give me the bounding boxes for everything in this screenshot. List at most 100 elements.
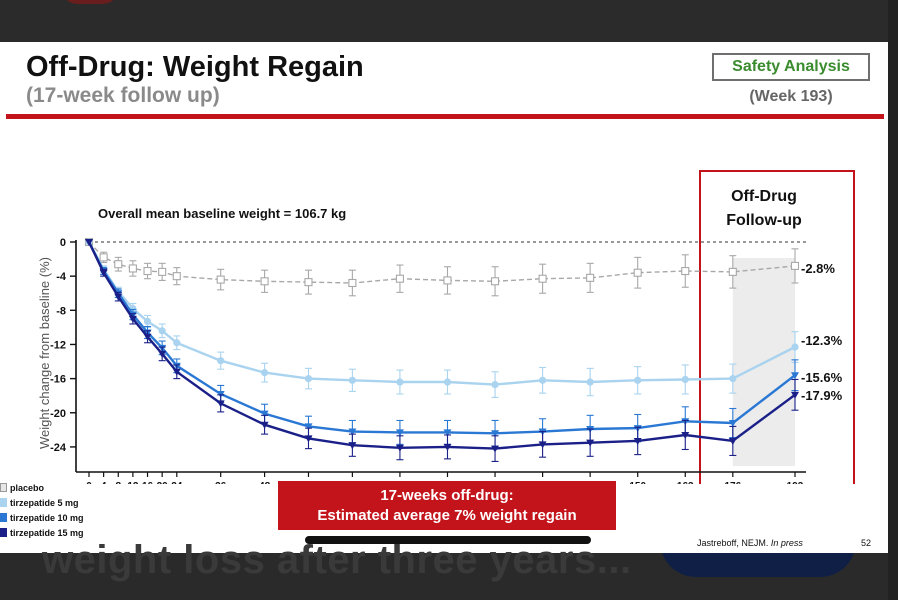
data-point: [158, 327, 166, 335]
data-point: [260, 410, 269, 418]
data-point: [128, 264, 137, 273]
y-tick-label: -24: [50, 442, 67, 454]
data-point: [586, 273, 595, 282]
video-progress-bar[interactable]: [305, 536, 591, 544]
data-point: [99, 269, 108, 277]
legend-swatch: [0, 513, 7, 522]
chart-title: Overall mean baseline weight = 106.7 kg: [98, 206, 346, 221]
data-point: [172, 368, 181, 376]
x-tick-label: 0: [86, 481, 92, 484]
legend-label: tirzepatide 15 mg: [10, 527, 84, 538]
legend-label: placebo: [10, 482, 45, 493]
x-tick-label: 4: [101, 481, 107, 484]
data-point: [443, 276, 452, 285]
off-drug-frame: [699, 170, 855, 484]
y-tick-label: -16: [50, 374, 66, 386]
legend-swatch: [0, 483, 7, 492]
data-point: [791, 391, 799, 399]
data-point: [681, 266, 690, 276]
x-tick-label: 163: [677, 481, 694, 484]
citation: Jastreboff, NEJM. In press: [697, 538, 803, 548]
data-point: [728, 437, 737, 445]
data-point: [395, 444, 404, 452]
series-line-tirzepatide-5-mg: [87, 241, 796, 386]
data-point: [304, 423, 313, 431]
x-tick-label: 16: [142, 481, 154, 484]
video-caption-overlay: weight loss after three years...: [42, 538, 632, 582]
data-point: [114, 293, 123, 301]
data-point: [728, 267, 737, 276]
data-point: [443, 443, 452, 451]
slide-subtitle: (17-week follow up): [26, 84, 220, 107]
x-tick-label: 36: [215, 481, 227, 484]
data-point: [729, 375, 737, 383]
data-point: [538, 274, 547, 283]
x-tick-label: 150: [629, 481, 646, 484]
data-point: [633, 437, 642, 445]
data-point: [260, 421, 269, 429]
legend-label: tirzepatide 10 mg: [10, 512, 84, 523]
weight-chart: Off-Drug Follow-up Overall mean baseline w…: [37, 170, 855, 484]
data-point: [443, 429, 452, 437]
data-point: [395, 274, 404, 283]
data-point: [143, 266, 152, 276]
legend-item: tirzepatide 5 mg: [0, 495, 84, 510]
data-point: [348, 376, 356, 384]
data-point: [728, 420, 737, 428]
data-point: [85, 239, 93, 246]
safety-analysis-label: Safety Analysis: [732, 58, 850, 75]
series-end-label: -2.8%: [801, 261, 835, 276]
y-tick-label: -4: [56, 271, 67, 283]
data-point: [634, 376, 642, 384]
data-point: [348, 428, 357, 436]
y-tick-label: -20: [50, 408, 66, 420]
data-point: [304, 435, 313, 443]
data-point: [172, 272, 181, 281]
red-divider: [6, 114, 884, 119]
citation-text: Jastreboff, NEJM.: [697, 538, 769, 548]
legend-swatch: [0, 528, 7, 537]
data-point: [633, 268, 642, 277]
series-line-placebo: [88, 241, 796, 284]
callout-line-2: Estimated average 7% weight regain: [317, 506, 577, 524]
citation-status: In press: [770, 538, 803, 548]
series-end-label: -15.6%: [801, 370, 843, 385]
legend-item: placebo: [0, 480, 84, 495]
data-point: [538, 441, 547, 449]
data-point: [790, 261, 800, 270]
data-point: [681, 375, 689, 384]
data-point: [158, 267, 167, 276]
safety-analysis-badge: Safety Analysis: [712, 53, 870, 81]
data-point: [791, 343, 799, 351]
data-point: [491, 430, 500, 438]
legend-item: tirzepatide 15 mg: [0, 525, 84, 540]
data-point: [128, 315, 137, 323]
data-point: [260, 369, 269, 377]
legend-swatch: [0, 498, 7, 507]
bottom-blue-shape: [660, 553, 856, 577]
data-point: [395, 429, 404, 437]
data-point: [586, 439, 595, 447]
top-red-shape: [60, 0, 120, 4]
data-point: [260, 277, 269, 286]
off-drug-subtitle: Follow-up: [726, 212, 802, 229]
data-point: [173, 339, 181, 347]
data-point: [396, 378, 404, 386]
data-point: [586, 378, 594, 386]
y-axis-label: Weight change from baseline (%): [37, 257, 52, 449]
data-point: [348, 278, 357, 288]
data-point: [216, 275, 225, 284]
x-tick-label: 12: [127, 481, 139, 484]
data-point: [143, 317, 152, 326]
data-point: [99, 253, 108, 262]
legend-item: tirzepatide 10 mg: [0, 510, 84, 525]
data-point: [491, 445, 500, 453]
data-point: [681, 431, 690, 439]
data-point: [304, 278, 313, 287]
data-point: [304, 375, 313, 383]
y-tick-label: 0: [60, 237, 66, 249]
x-tick-label: 24: [171, 481, 183, 484]
data-point: [217, 357, 225, 365]
regain-callout: 17-weeks off-drug: Estimated average 7% …: [278, 481, 616, 530]
x-tick-label: 8: [115, 481, 121, 484]
